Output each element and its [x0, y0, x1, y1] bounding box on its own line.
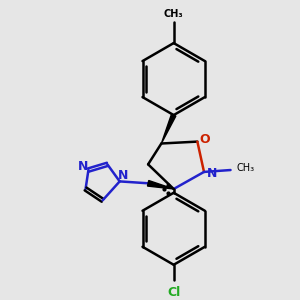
Text: N: N — [77, 160, 88, 173]
Polygon shape — [148, 181, 174, 189]
Text: N: N — [206, 167, 217, 180]
Text: Cl: Cl — [167, 286, 180, 298]
Polygon shape — [161, 114, 176, 143]
Text: N: N — [118, 169, 129, 182]
Text: CH₃: CH₃ — [236, 163, 254, 173]
Text: CH₃: CH₃ — [164, 9, 184, 20]
Text: O: O — [200, 133, 210, 146]
